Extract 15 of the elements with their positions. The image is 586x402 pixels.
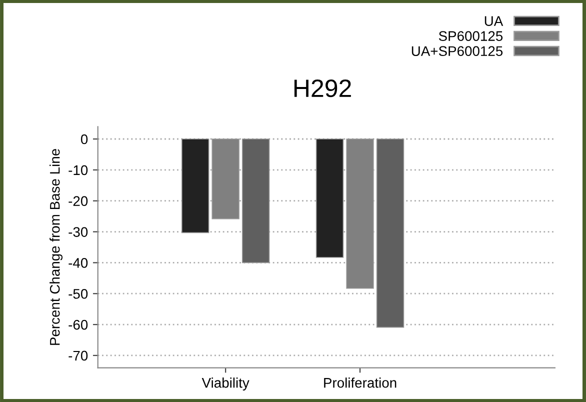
y-tick-label: -40 — [68, 258, 88, 268]
y-tick-label: -10 — [68, 165, 88, 176]
y-tick-label: -30 — [68, 227, 88, 237]
x-tick-label: Proliferation — [324, 378, 396, 388]
legend-label: UA+SP600125 — [412, 46, 503, 56]
legend-label: SP600125 — [438, 31, 503, 41]
chart-title: H292 — [294, 79, 351, 98]
x-tick-label: Viability — [202, 378, 250, 390]
y-tick-label: -20 — [68, 196, 88, 206]
y-tick-label: 0 — [80, 134, 88, 144]
legend-label: UA — [484, 16, 504, 26]
y-tick-label: -70 — [68, 350, 88, 361]
y-tick-label: -60 — [68, 320, 88, 330]
y-tick-label: -50 — [68, 288, 88, 299]
y-axis-title: Percent Change from Base Line — [50, 149, 63, 345]
